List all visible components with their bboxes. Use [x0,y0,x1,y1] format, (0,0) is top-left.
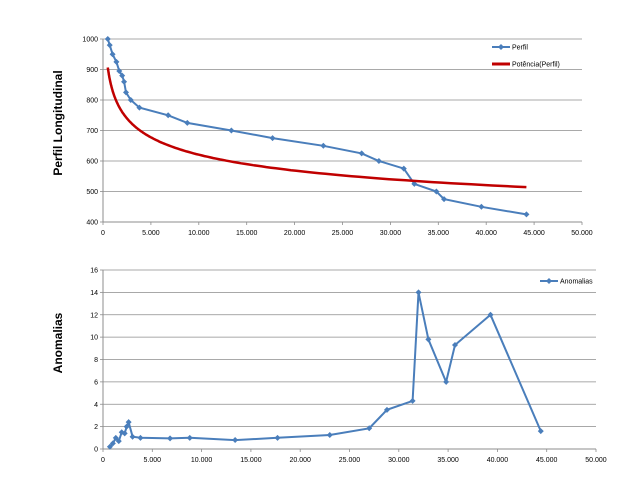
x-tick-label: 30.000 [380,230,402,237]
data-point [136,104,143,111]
data-point [104,36,111,42]
x-tick-label: 40.000 [475,230,497,237]
data-point [112,434,119,441]
x-tick-label: 5.000 [144,457,162,464]
data-point [129,433,136,440]
x-tick-label: 40.000 [487,457,509,464]
data-point [116,68,123,75]
y-tick-label: 4 [94,402,98,409]
x-tick-label: 45.000 [536,457,558,464]
x-tick-label: 20.000 [289,457,311,464]
y-tick-label: 1000 [82,37,98,44]
data-point [123,423,130,430]
data-point [184,119,191,126]
x-tick-label: 10.000 [191,457,213,464]
data-point [186,434,193,441]
x-tick-label: 10.000 [188,230,210,237]
data-point [411,180,418,187]
y-tick-label: 700 [86,128,98,135]
chart-2: 0 2 4 6 8 10 12 14 16 0 5.000 10.000 15.000 20.000 25.… [51,268,607,465]
data-point [119,72,126,79]
data-point [274,434,281,441]
data-point [452,341,459,348]
x-tick-label: 0 [101,457,105,464]
y-tick-label: 400 [86,220,98,227]
data-point [167,435,174,442]
data-point [109,51,116,58]
legend-label: Perfil [512,45,528,52]
x-tick-label: 35.000 [437,457,459,464]
y-tick-label: 600 [86,159,98,166]
data-point [122,89,129,96]
data-point [269,135,276,142]
trendline-power [106,67,527,189]
legend: Anomalias [540,278,593,286]
data-point [375,158,382,164]
y-tick-label: 6 [94,379,98,386]
x-tick-label: 25.000 [339,457,361,464]
data-point [425,336,432,343]
data-point [125,419,132,426]
data-point [115,438,122,445]
chart-1: 400 500 600 700 800 900 1000 0 5.000 10.000 15.000… [51,36,593,237]
legend-marker [498,44,504,50]
y-axis-title: Perfil Longitudinal [51,70,65,175]
data-point [415,289,422,296]
y-tick-label: 12 [90,312,98,319]
legend: Perfil Potência(Perfil) [492,44,560,69]
x-tick-label: 50.000 [571,230,593,237]
x-tick-label: 15.000 [236,230,258,237]
x-tick-label: 25.000 [332,230,354,237]
data-point [121,430,128,437]
data-point [320,142,327,149]
data-point [478,203,485,210]
y-tick-label: 2 [94,424,98,431]
x-tick-label: 30.000 [388,457,410,464]
data-point [165,112,172,119]
data-point [113,58,120,65]
y-tick-label: 0 [94,447,98,454]
series-line-perfil [106,38,527,216]
x-tick-label: 45.000 [523,230,545,237]
y-tick-label: 500 [86,189,98,196]
data-point [400,165,407,172]
data-point [127,97,134,103]
x-tick-label: 15.000 [240,457,262,464]
data-point [109,440,116,447]
x-tick-label: 20.000 [284,230,306,237]
data-point [383,406,390,413]
y-tick-label: 900 [86,67,98,74]
data-point [523,211,530,218]
data-point [137,434,144,441]
data-point [366,425,373,432]
data-point [106,42,113,49]
data-point [433,188,440,195]
y-tick-label: 14 [90,290,98,297]
y-tick-label: 10 [90,335,98,342]
data-point [409,397,416,404]
legend-label: Anomalias [560,279,593,286]
y-tick-label: 8 [94,357,98,364]
data-point [326,432,333,439]
data-point [441,196,448,203]
data-point [537,428,544,435]
legend-label: Potência(Perfil) [512,62,560,69]
x-tick-label: 50.000 [585,457,607,464]
data-point [232,437,239,444]
data-point [358,150,365,157]
y-tick-label: 800 [86,98,98,105]
x-tick-label: 5.000 [142,230,160,237]
legend-marker [546,278,552,284]
data-point [228,127,235,134]
data-point [443,378,450,385]
data-point [121,78,128,85]
data-point [106,443,113,450]
y-axis-title: Anomalias [51,312,65,373]
data-point [487,311,494,318]
x-tick-label: 35.000 [428,230,450,237]
series-line-anomalias [109,292,542,448]
y-tick-label: 16 [90,268,98,275]
x-tick-label: 0 [101,230,105,237]
